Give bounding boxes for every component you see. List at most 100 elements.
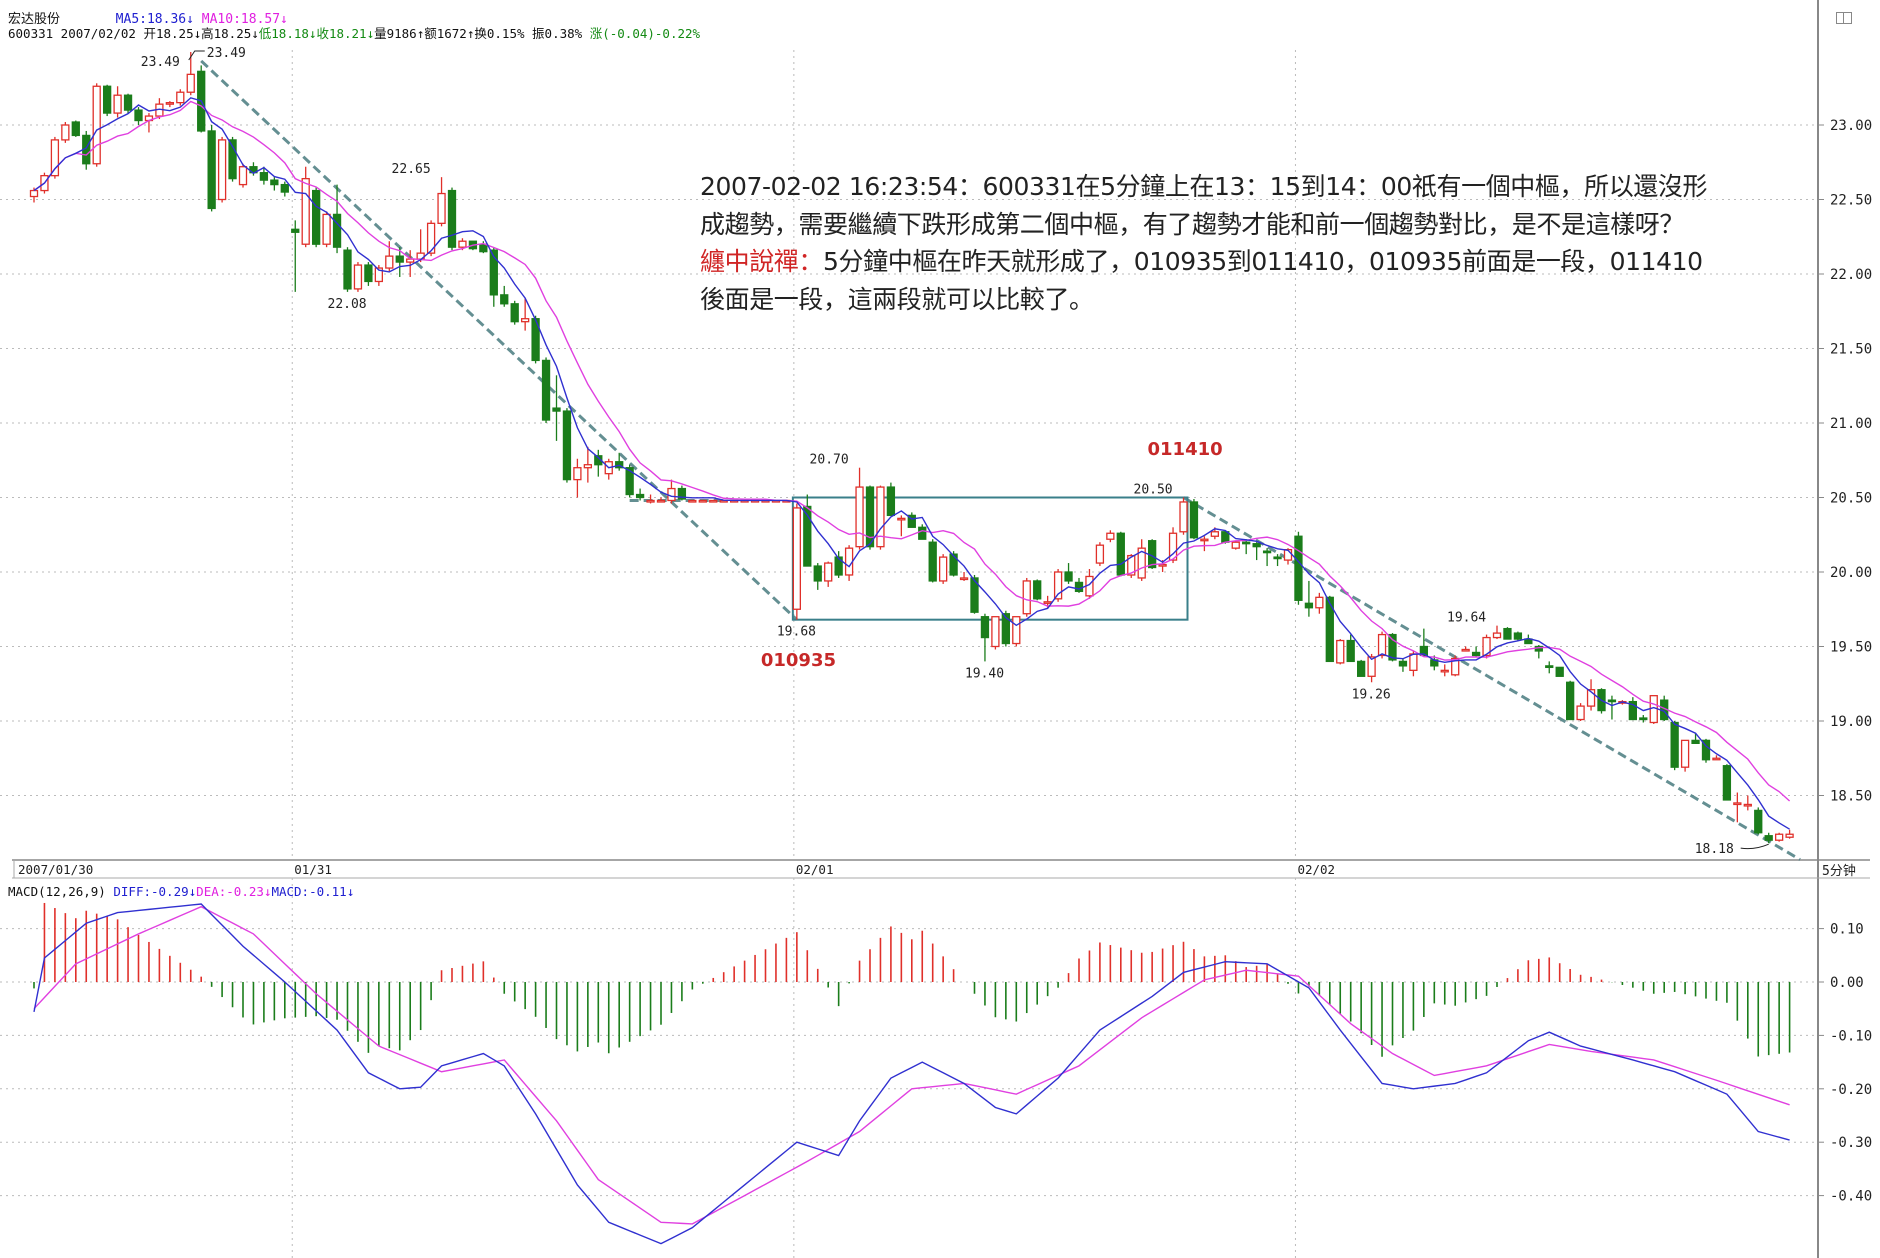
candle-up [855, 486, 864, 548]
candle-down [928, 541, 937, 582]
price-tick-label: 20.50 [1830, 491, 1872, 507]
candle-up [897, 517, 906, 521]
candle-down [813, 565, 822, 582]
candle-down [1419, 645, 1428, 657]
macd-tick-label: -0.20 [1830, 1082, 1872, 1098]
candle-up [521, 318, 530, 323]
candle-down [1074, 581, 1084, 593]
candle-down [834, 556, 843, 576]
period-label: 5分钟 [1822, 863, 1856, 879]
macd-tick-label: -0.40 [1830, 1189, 1872, 1205]
candle-down [1701, 739, 1711, 761]
candle-up [238, 166, 248, 186]
candle-up [1733, 802, 1742, 806]
note-author: 纏中說禪： [700, 247, 824, 276]
candle-down [291, 228, 300, 233]
candle-down [1116, 532, 1125, 576]
candle-up [959, 577, 969, 581]
candle-down [364, 264, 373, 283]
candle-down [332, 213, 342, 248]
ma10-line [33, 100, 1791, 802]
candle-up [1367, 656, 1376, 677]
price-label: 20.70 [810, 453, 849, 468]
candle-down [886, 486, 896, 517]
candle-up [1315, 596, 1324, 609]
price-tick-label: 20.00 [1830, 565, 1872, 581]
candle-up [301, 177, 310, 245]
candle-down [970, 577, 979, 613]
candle-down [1513, 632, 1523, 640]
price-label: 23.49 [207, 46, 246, 61]
candle-up [385, 255, 394, 269]
candle-up [353, 264, 363, 290]
candle-down [635, 493, 645, 499]
price-label-leader [188, 50, 205, 61]
candle-up [1053, 571, 1063, 600]
candle-down [1691, 739, 1700, 744]
candle-down [123, 94, 133, 111]
candle-up [844, 547, 854, 576]
note-line-3: 纏中說禪：5分鐘中樞在昨天就形成了，010935到011410，010935前面… [700, 243, 1707, 281]
segment-label: 011410 [1148, 439, 1223, 460]
candle-up [1586, 689, 1596, 707]
macd-tick-label: 0.00 [1830, 975, 1864, 991]
candle-down [103, 85, 112, 114]
candle-up [176, 91, 185, 104]
open-value: 开18.25↓ [143, 26, 202, 41]
candle-down [1628, 700, 1637, 721]
change-value: 涨(-0.04)-0.22% [589, 26, 701, 41]
price-tick-label: 22.00 [1830, 267, 1872, 283]
candle-up [1785, 833, 1794, 838]
candle-down [1242, 541, 1251, 545]
note-line-4: 後面是一段，這兩段就可以比較了。 [700, 284, 1094, 314]
candle-down [207, 130, 216, 210]
high-value: 高18.25↓ [201, 26, 259, 41]
candle-down [395, 255, 404, 263]
candle-up [1576, 705, 1585, 721]
code-date: 600331 2007/02/02 [8, 26, 136, 41]
candle-down [1471, 651, 1481, 657]
candle-up [50, 139, 60, 177]
trend-line [200, 59, 798, 621]
candle-down [510, 303, 519, 323]
candle-down [1607, 699, 1617, 703]
candle-up [583, 464, 592, 469]
candle-up [1168, 532, 1178, 561]
ma5-value: MA5:18.36↓ [115, 12, 194, 27]
candle-up [1492, 632, 1502, 639]
candle-up [1095, 544, 1105, 564]
candle-up [1179, 501, 1188, 533]
candle-down [1001, 613, 1010, 645]
candle-up [1482, 636, 1491, 657]
price-label: 22.65 [392, 162, 431, 177]
candle-up [1336, 639, 1345, 664]
macd-tick-label: 0.10 [1830, 922, 1864, 938]
candle-down [1064, 571, 1073, 582]
note-line-2: 成趨勢，需要繼續下跌形成第二個中樞，有了趨勢才能和前一個趨勢對比，是不是這樣呀？ [700, 209, 1685, 239]
macd-name: MACD(12,26,9) [8, 884, 106, 899]
macd-tick-label: -0.30 [1830, 1135, 1872, 1151]
candle-up [1012, 616, 1021, 645]
candle-up [1158, 563, 1167, 567]
candle-up [709, 499, 718, 503]
candle-up [1409, 653, 1418, 671]
macd-macd-value: MACD:-0.11↓ [271, 884, 355, 899]
candle-up [667, 487, 676, 502]
layout-toggle-icon[interactable] [1836, 12, 1852, 24]
volume-value: 量9186↑ [374, 26, 425, 41]
candle-up [656, 499, 666, 503]
candle-down [1503, 627, 1512, 640]
candle-down [1670, 721, 1679, 768]
low-value: 低18.18↓ [258, 26, 317, 41]
ma5-line [33, 97, 1790, 830]
date-tick-label: 2007/01/30 [18, 862, 93, 877]
macd-tick-label: -0.10 [1830, 1028, 1872, 1044]
date-tick-label: 02/01 [796, 862, 834, 877]
stock-name: 宏达股份 [8, 12, 61, 27]
price-label: 18.18 [1695, 842, 1734, 857]
candle-up [61, 124, 70, 141]
candle-down [803, 505, 812, 567]
candle-down [949, 553, 958, 576]
candle-up [1127, 554, 1136, 576]
